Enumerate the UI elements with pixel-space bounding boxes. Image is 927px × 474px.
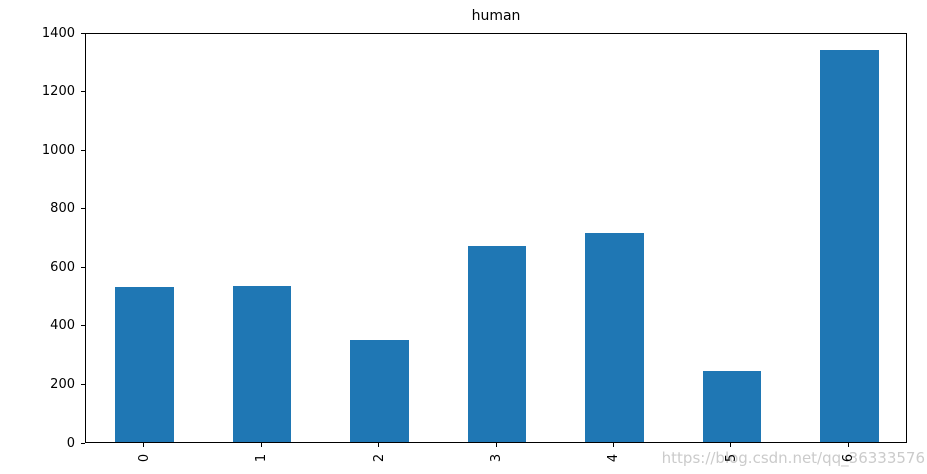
y-tick-label: 1200 [41, 84, 75, 100]
x-tick-label: 2 [371, 453, 387, 463]
x-tick-mark [495, 443, 497, 447]
y-tick-label: 1000 [41, 142, 75, 158]
y-tick-mark [81, 32, 85, 34]
y-tick-mark [81, 325, 85, 327]
x-tick-mark [260, 443, 262, 447]
y-tick-mark [81, 149, 85, 151]
y-tick-mark [81, 383, 85, 385]
y-tick-mark [81, 442, 85, 444]
y-tick-mark [81, 91, 85, 93]
x-tick-label: 1 [253, 453, 269, 463]
bar-category-3 [467, 245, 527, 442]
watermark: https://blog.csdn.net/qq_36333576 [661, 449, 925, 467]
x-tick-label: 5 [723, 453, 739, 463]
x-tick-label: 3 [488, 453, 504, 463]
bar-category-1 [232, 285, 292, 442]
y-tick-mark [81, 266, 85, 268]
y-tick-label: 600 [50, 259, 75, 275]
bar-category-6 [819, 49, 879, 442]
bar-category-4 [585, 232, 644, 442]
y-tick-label: 1400 [41, 25, 75, 41]
x-tick-mark [143, 443, 145, 447]
chart-title: human [471, 8, 521, 24]
plot-area [85, 33, 907, 443]
x-tick-label: 4 [605, 453, 621, 463]
x-tick-label: 0 [136, 453, 152, 463]
y-tick-label: 200 [50, 376, 75, 392]
bar-category-0 [115, 286, 175, 442]
x-tick-mark [730, 443, 732, 447]
x-tick-mark [847, 443, 849, 447]
x-tick-mark [378, 443, 380, 447]
bar-category-2 [350, 339, 409, 442]
y-tick-label: 0 [66, 435, 75, 451]
x-tick-mark [612, 443, 614, 447]
y-tick-label: 400 [50, 318, 75, 334]
x-tick-label: 6 [840, 453, 856, 463]
y-tick-mark [81, 208, 85, 210]
bar-category-5 [702, 371, 762, 442]
y-tick-label: 800 [50, 201, 75, 217]
